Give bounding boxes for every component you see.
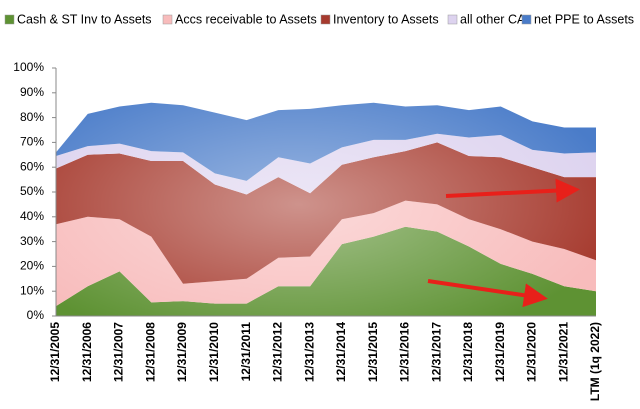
- legend-swatch: [162, 14, 173, 25]
- x-tick-label: 12/31/2014: [334, 322, 348, 382]
- x-tick-label: 12/31/2017: [429, 322, 443, 382]
- trend-arrow: [427, 279, 548, 308]
- x-tick-label: 12/31/2013: [302, 322, 316, 382]
- y-tick-label: 60%: [20, 159, 44, 173]
- legend: Cash & ST Inv to Assets Accs receivable t…: [4, 12, 634, 26]
- y-tick-label: 30%: [20, 234, 44, 248]
- legend-label: Cash & ST Inv to Assets: [17, 12, 152, 26]
- y-tick-label: 100%: [13, 60, 44, 74]
- axes: 0% 10% 20% 30% 40% 50% 60% 70% 80% 90% 100% 12/31/2…: [13, 60, 602, 401]
- x-tick-label: 12/31/2020: [525, 322, 539, 382]
- x-tick-label: 12/31/2016: [398, 322, 412, 382]
- legend-label: Accs receivable to Assets: [175, 12, 317, 26]
- x-tick-label: 12/31/2015: [366, 322, 380, 382]
- legend-swatch: [447, 14, 458, 25]
- y-tick-label: 40%: [20, 209, 44, 223]
- y-tick-label: 90%: [20, 85, 44, 99]
- x-tick-label: LTM (1q 2022): [588, 322, 602, 401]
- legend-item: all other CA: [447, 12, 526, 26]
- x-tick-label: 12/31/2009: [175, 322, 189, 382]
- x-tick-label: 12/31/2006: [80, 322, 94, 382]
- legend-label: Inventory to Assets: [333, 12, 439, 26]
- y-tick-label: 80%: [20, 110, 44, 124]
- legend-label: net PPE to Assets: [534, 12, 634, 26]
- x-tick-label: 12/31/2007: [112, 322, 126, 382]
- legend-swatch: [4, 14, 15, 25]
- legend-item: net PPE to Assets: [521, 12, 634, 26]
- x-tick-label: 12/31/2005: [48, 322, 62, 382]
- y-tick-label: 10%: [20, 283, 44, 297]
- x-tick-label: 12/31/2018: [461, 322, 475, 382]
- trend-arrow: [445, 178, 580, 203]
- x-tick-label: 12/31/2010: [207, 322, 221, 382]
- x-tick-label: 12/31/2011: [239, 322, 253, 382]
- y-tick-label: 20%: [20, 259, 44, 273]
- y-tick-label: 70%: [20, 135, 44, 149]
- y-tick-label: 50%: [20, 184, 44, 198]
- plot-area: [56, 102, 596, 316]
- legend-swatch: [320, 14, 331, 25]
- legend-swatch: [521, 14, 532, 25]
- legend-label: all other CA: [460, 12, 526, 26]
- legend-item: Cash & ST Inv to Assets: [4, 12, 152, 26]
- x-tick-label: 12/31/2019: [493, 322, 507, 382]
- x-tick-label: 12/31/2021: [556, 322, 570, 382]
- x-tick-label: 12/31/2012: [271, 322, 285, 382]
- legend-item: Accs receivable to Assets: [162, 12, 317, 26]
- x-tick-label: 12/31/2008: [143, 322, 157, 382]
- y-tick-label: 0%: [27, 308, 45, 322]
- legend-item: Inventory to Assets: [320, 12, 439, 26]
